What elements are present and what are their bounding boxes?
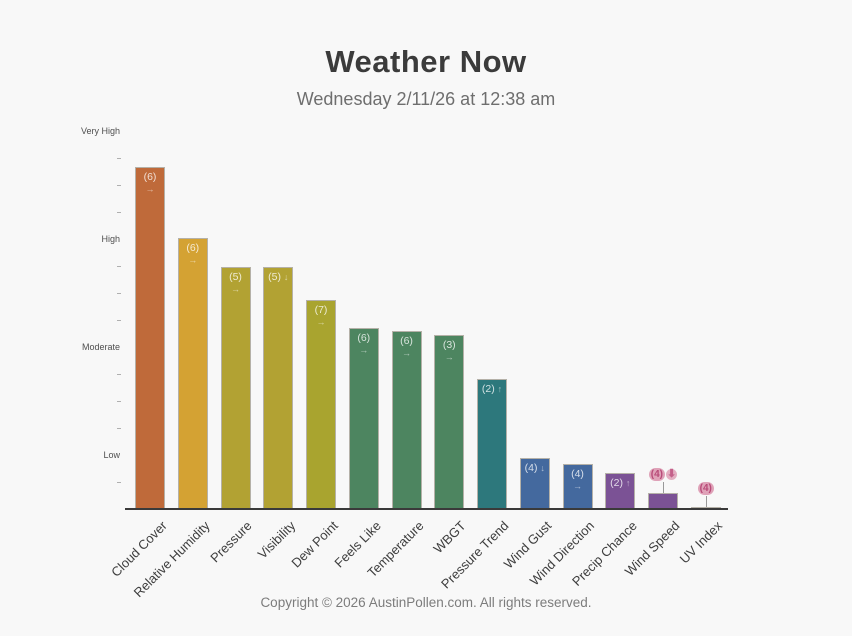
bar-relative-humidity: (6) → [177,238,208,509]
bar-pressure: (5) → [220,267,251,509]
bar-value-label: (4) → [564,468,592,492]
bar-value-label: (2) ↑ [610,477,631,489]
trend-arrow-icon: → [188,255,198,265]
trend-arrow-icon: → [316,317,326,327]
y-axis-tick [117,185,121,186]
bar-temperature: (6) → [391,331,422,509]
y-axis-label-low: Low [103,450,120,460]
bar-visibility: (5) ↓ [263,267,294,509]
trend-arrow-icon: ↓ [283,272,289,282]
bar-value-label: (5) ↓ [268,271,289,283]
y-axis-tick [117,482,121,483]
bar-dew-point: (7) → [306,300,336,509]
callout-stem [705,496,707,507]
y-axis-tick [117,374,121,375]
bar-cloud-cover: (6) → [135,167,165,509]
trend-arrow-icon: ↓ [540,463,545,473]
trend-arrow-icon: ⬇ [666,468,678,480]
bar-value-label: (5) → [222,271,250,295]
bar-wind-speed [648,493,678,509]
y-axis-tick [117,293,121,294]
y-axis-tick [117,320,121,321]
y-axis-tick [117,212,121,213]
chart-subtitle: Wednesday 2/11/26 at 12:38 am [296,89,556,109]
bar-feels-like: (6) → [348,328,379,509]
bar-value-label: (2) ↑ [481,383,503,395]
bar-value-label: (6) → [136,171,164,195]
bar-value-label: (7) → [307,304,335,328]
bar-value-label: (6) → [393,335,421,359]
bar-wind-gust: (4) ↓ [519,458,550,509]
bar-value-label: (4) [697,482,714,495]
y-axis-tick [117,158,121,159]
bar-wind-direction: (4) → [562,464,593,509]
bar-value-label: (4) [648,468,665,481]
axis-baseline [125,508,728,510]
y-axis-tick [117,428,121,429]
x-axis-label-uv-index: UV Index [676,518,726,567]
trend-arrow-icon: → [231,284,240,294]
trend-arrow-icon: → [444,352,454,362]
x-axis-label-relative-humidity: Relative Humidity [130,518,213,601]
bar-value-label: (4) ↓ [524,462,545,474]
trend-arrow-icon: → [359,345,369,355]
trend-arrow-icon: → [573,481,582,491]
footer-copyright: Copyright © 2026 AustinPollen.com. All r… [260,595,592,610]
x-axis-label-pressure: Pressure [207,518,256,566]
bar-wbgt: (3) → [434,335,465,509]
y-axis-label-high: High [101,234,120,244]
callout-stem [663,482,664,493]
bar-value-label: (6) → [350,332,378,356]
page-title: Weather Now [325,44,527,79]
trend-arrow-icon: → [402,348,411,358]
trend-arrow-icon: ↑ [497,384,503,394]
bar-value-callout: (4) ⬇ [633,468,693,481]
x-axis-label-wbgt: WBGT [430,518,469,557]
bar-value-label: (3) → [435,339,463,363]
y-axis-label-very-high: Very High [80,126,120,136]
bar-value-label: (6) → [179,242,207,266]
trend-arrow-icon: → [145,184,155,194]
bar-pressure-trend: (2) ↑ [477,379,507,509]
y-axis-label-moderate: Moderate [81,342,120,352]
trend-arrow-icon: ↑ [625,478,631,488]
bar-value-callout: (4) [676,482,736,495]
bar-precip-chance: (2) ↑ [605,473,636,509]
y-axis-tick [117,266,121,267]
y-axis-tick [117,401,121,402]
